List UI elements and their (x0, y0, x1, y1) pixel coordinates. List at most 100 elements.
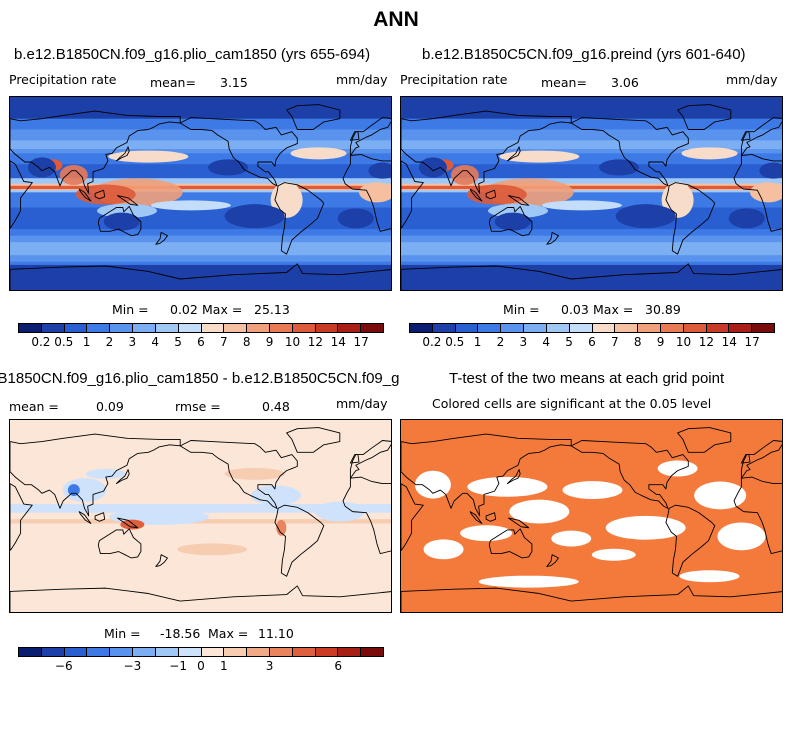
coastline (97, 205, 142, 237)
colorbar-swatch (706, 324, 730, 332)
coastlines (10, 104, 391, 290)
colorbar-swatch (110, 324, 134, 332)
field-feature (120, 519, 145, 530)
colorbar-tick-label: 17 (744, 335, 760, 349)
non-significant-region (679, 570, 740, 583)
colorbar-swatch (501, 324, 525, 332)
colorbar-tick-label: 3 (519, 335, 528, 349)
colorbar-tick-label: 9 (265, 335, 274, 349)
non-significant-region (467, 476, 548, 497)
field-band (10, 264, 391, 290)
colorbar-swatch (247, 324, 270, 332)
panel-2-max-value: 30.89 (645, 302, 681, 317)
colorbar-swatch (455, 324, 479, 332)
coastline (78, 188, 92, 202)
colorbar-tick-label: 17 (353, 335, 369, 349)
field-feature (224, 467, 285, 480)
coastline (349, 440, 391, 479)
colorbar-tick-label: 6 (334, 659, 343, 673)
non-significant-region (562, 481, 623, 500)
panel-3-min-label: Min = (104, 626, 141, 641)
colorbar-swatch (87, 648, 111, 656)
field-feature (359, 182, 391, 203)
colorbar-swatch (19, 648, 42, 656)
coastline (485, 189, 497, 200)
coastlines (10, 427, 391, 612)
colorbar-swatch (224, 324, 248, 332)
coastline (286, 104, 341, 130)
field-feature (599, 159, 640, 176)
colorbar-tick-label: 10 (675, 335, 692, 349)
field-feature (208, 159, 249, 176)
colorbar-tick-label: 8 (633, 335, 642, 349)
colorbar-swatch (64, 324, 88, 332)
field-feature (728, 208, 765, 229)
colorbar-swatch (41, 324, 65, 332)
colorbar-tick-label: 12 (698, 335, 715, 349)
coastline (508, 195, 530, 206)
panel-1-units: mm/day (336, 72, 388, 87)
coastline (506, 469, 521, 485)
field-feature (759, 162, 782, 179)
colorbar-swatch (133, 648, 156, 656)
colorbar-swatch (178, 648, 202, 656)
panel-3-units: mm/day (336, 396, 388, 411)
field-feature (615, 204, 676, 229)
colorbar-tick-label: 2 (105, 335, 114, 349)
coastline (97, 528, 142, 559)
panel-1-mean-value: 3.15 (220, 75, 248, 90)
panel-2-max-label: Max = (593, 302, 634, 317)
coastline (94, 189, 106, 200)
field-feature (450, 165, 479, 185)
field-feature (177, 543, 248, 556)
coastline (469, 188, 483, 202)
field-feature (67, 484, 80, 497)
colorbar-tick-label: 8 (242, 335, 251, 349)
field-feature (270, 181, 303, 218)
colorbar-swatch (546, 324, 570, 332)
colorbar-swatch (110, 648, 134, 656)
coastline (179, 117, 298, 187)
field-feature (59, 165, 88, 185)
colorbar-tick-label: 6 (588, 335, 596, 349)
coastline (115, 469, 130, 485)
coastline (155, 554, 168, 567)
coastline (740, 117, 782, 156)
coastline (115, 146, 130, 162)
colorbar-swatch (361, 324, 383, 332)
panel-2-min-label: Min = (503, 302, 540, 317)
colorbar-tick-label: 14 (330, 335, 346, 349)
colorbar-swatch (615, 324, 639, 332)
colorbar-swatch (201, 324, 225, 332)
significant-cells (401, 420, 782, 612)
coastline (349, 131, 360, 141)
coastline (10, 160, 33, 229)
field-feature (314, 501, 365, 522)
field-feature (337, 208, 374, 229)
colorbar-tick-label: 3 (128, 335, 137, 349)
colorbar-swatch (683, 324, 707, 332)
colorbar-swatch (638, 324, 661, 332)
non-significant-region (478, 575, 579, 588)
field-feature (150, 200, 231, 211)
coastline (10, 263, 391, 290)
coastline (546, 554, 559, 567)
colorbar-tick-label: 0.2 (31, 335, 51, 349)
field-feature (661, 181, 694, 218)
panel-1-variable: Precipitation rate (9, 72, 117, 87)
coastlines (401, 427, 782, 612)
non-significant-region (717, 522, 766, 551)
colorbar-tick-label: 0 (197, 659, 205, 673)
panel-3-colorbar (18, 647, 384, 657)
non-significant-region (605, 515, 686, 540)
field-feature (681, 147, 738, 160)
coastline (342, 153, 391, 232)
colorbar-tick-label: −6 (54, 659, 73, 673)
colorbar-swatch (338, 324, 362, 332)
panel-1-colorbar (18, 323, 384, 333)
colorbar-swatch (410, 324, 433, 332)
colorbar-swatch (752, 324, 774, 332)
colorbar-tick-label: 4 (542, 335, 551, 349)
colorbar-swatch (315, 324, 339, 332)
